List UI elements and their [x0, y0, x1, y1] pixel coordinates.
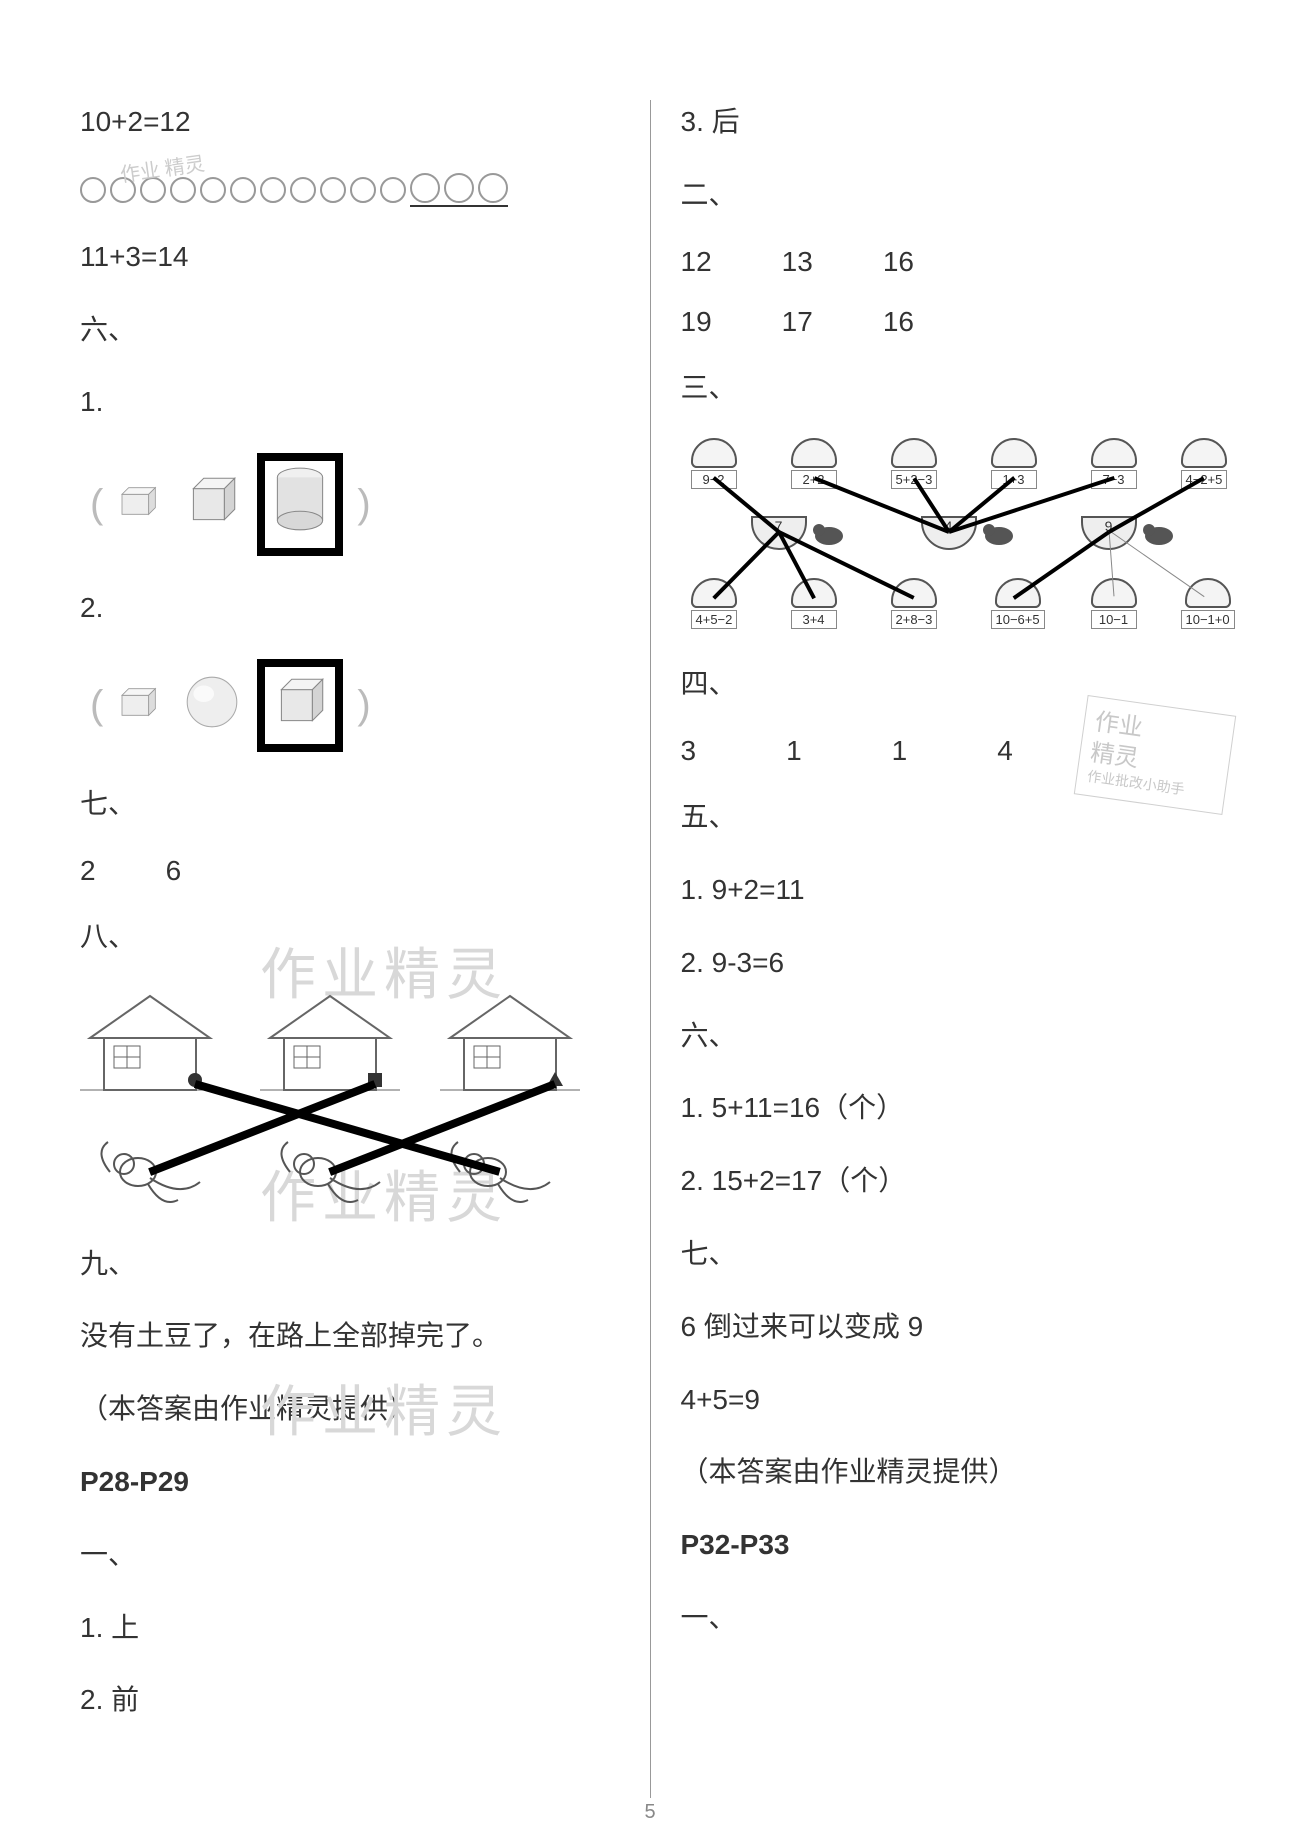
circle-icon [230, 177, 256, 203]
answer-value: 16 [883, 306, 914, 338]
circle-icon [410, 173, 440, 203]
answer-text: 3. 后 [681, 100, 1221, 145]
answer-value: 13 [782, 246, 813, 278]
selected-box [257, 453, 343, 556]
circle-icon [350, 177, 376, 203]
mushroom-icon: 2+8−3 [891, 578, 938, 629]
paren-icon: ( [90, 683, 103, 728]
circle-icon [290, 177, 316, 203]
answer-value: 2 [80, 855, 96, 887]
equation: 11+3=14 [80, 235, 620, 280]
answer-value: 6 [166, 855, 182, 887]
mushroom-icon: 1+3 [991, 438, 1037, 489]
answer-text: 2. 15+2=17（个） [681, 1159, 1221, 1204]
answer-text: 1. 9+2=11 [681, 868, 1221, 913]
paren-icon: ( [90, 482, 103, 527]
credit-text: （本答案由作业精灵提供） [681, 1450, 1221, 1495]
answer-value: 17 [782, 306, 813, 338]
answer-text: 没有土豆了，在路上全部掉完了。 [80, 1314, 620, 1359]
page-number: 5 [644, 1801, 655, 1824]
houses-matching-figure: 作业精灵 作业精灵 [80, 988, 620, 1218]
page-range-heading: P28-P29 [80, 1460, 620, 1505]
answer-text: 6 倒过来可以变成 9 [681, 1305, 1221, 1350]
underlined-circles [410, 173, 508, 207]
watermark-stamp: 作业 精灵 作业批改小助手 [1074, 695, 1236, 815]
answer-value: 12 [681, 246, 712, 278]
animal-icon [809, 518, 849, 548]
shape-row-1: () [90, 453, 620, 556]
house-icon [440, 988, 580, 1098]
section-heading: 一、 [681, 1596, 1221, 1641]
answer-text: 4+5=9 [681, 1378, 1221, 1423]
circle-icon [444, 173, 474, 203]
answer-value: 1 [892, 735, 908, 767]
page-range-heading: P32-P33 [681, 1523, 1221, 1568]
mushroom-icon: 4+5−2 [691, 578, 738, 629]
item-number: 2. [80, 586, 620, 631]
mushroom-icon: 4−2+5 [1181, 438, 1228, 489]
selected-box [257, 659, 343, 752]
section-heading: 六、 [80, 308, 620, 353]
match-line [712, 531, 780, 600]
column-divider [650, 100, 651, 1798]
section-heading: 一、 [80, 1533, 620, 1578]
cuboid-small-shape [117, 682, 167, 729]
section-heading: 九、 [80, 1242, 620, 1287]
section-heading: 七、 [80, 782, 620, 827]
left-column: 10+2=12 作业 精灵 11+3=14 六、 1. () 2. () 七、 … [60, 100, 640, 1798]
answer-value: 3 [681, 735, 697, 767]
paren-icon: ) [357, 482, 370, 527]
animal-icon [979, 518, 1019, 548]
circle-icon [260, 177, 286, 203]
shape-row-2: () [90, 659, 620, 752]
mushroom-matching-figure: 9−22+25+2−31+37−34−2+54+5−23+42+8−310−6+… [681, 438, 1221, 638]
cuboid-small-shape [117, 481, 167, 528]
match-line [712, 477, 780, 534]
section-heading: 六、 [681, 1014, 1221, 1059]
answer-row: 12 13 16 [681, 246, 1221, 278]
circle-icon [140, 177, 166, 203]
answer-value: 4 [997, 735, 1013, 767]
mushroom-icon: 3+4 [791, 578, 837, 629]
answer-row: 19 17 16 [681, 306, 1221, 338]
circle-icon [478, 173, 508, 203]
section-heading: 三、 [681, 366, 1221, 411]
sphere-shape [181, 671, 243, 740]
section-heading: 二、 [681, 173, 1221, 218]
mushroom-icon: 10−6+5 [991, 578, 1045, 629]
credit-text: （本答案由作业精灵提供） [80, 1387, 620, 1432]
cylinder-shape [269, 465, 331, 544]
answer-value: 16 [883, 246, 914, 278]
right-column: 3. 后 二、 121316 191716 三、 9−22+25+2−31+37… [661, 100, 1241, 1798]
circle-icon [80, 177, 106, 203]
cube-shape [269, 671, 331, 740]
answer-text: 1. 5+11=16（个） [681, 1086, 1221, 1131]
answer-row: 26 [80, 855, 620, 887]
animal-icon [1139, 518, 1179, 548]
circle-icon [110, 177, 136, 203]
section-heading: 七、 [681, 1232, 1221, 1277]
answer-text: 2. 前 [80, 1678, 620, 1723]
circle-icon [200, 177, 226, 203]
section-heading: 八、 [80, 915, 620, 960]
circles-figure: 作业 精灵 [80, 173, 620, 207]
answer-text: 1. 上 [80, 1606, 620, 1651]
answer-text: 2. 9-3=6 [681, 941, 1221, 986]
equation: 10+2=12 [80, 100, 620, 145]
paren-icon: ) [357, 683, 370, 728]
mushroom-icon: 9−2 [691, 438, 737, 489]
answer-value: 1 [786, 735, 802, 767]
cube-shape [181, 470, 243, 539]
monkey-icon [450, 1138, 560, 1218]
item-number: 1. [80, 380, 620, 425]
circle-icon [380, 177, 406, 203]
circle-icon [170, 177, 196, 203]
answer-value: 19 [681, 306, 712, 338]
section-heading: 四、 [681, 662, 1221, 707]
circle-icon [320, 177, 346, 203]
answer-row: 作业 精灵 作业批改小助手 3114 [681, 735, 1221, 767]
house-icon [260, 988, 400, 1098]
